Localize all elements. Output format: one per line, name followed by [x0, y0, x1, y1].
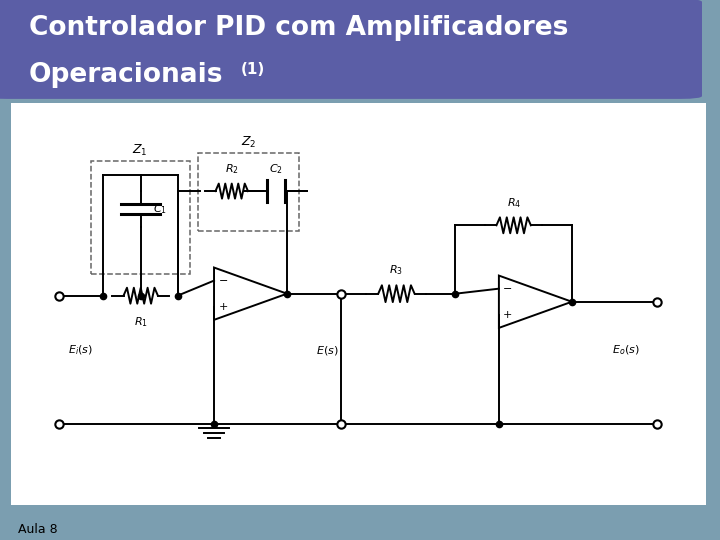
Text: Operacionais: Operacionais	[29, 62, 223, 88]
Text: +: +	[503, 310, 513, 320]
Text: $R_4$: $R_4$	[507, 196, 521, 210]
Text: (1): (1)	[241, 63, 266, 77]
Text: $E_o(s)$: $E_o(s)$	[612, 343, 639, 357]
Text: $C_2$: $C_2$	[269, 162, 283, 176]
Bar	[199, 153, 299, 231]
FancyBboxPatch shape	[0, 92, 720, 515]
FancyBboxPatch shape	[0, 0, 702, 99]
Text: +: +	[218, 302, 228, 312]
Text: −: −	[218, 275, 228, 286]
Text: $C_1$: $C_1$	[153, 202, 167, 216]
Text: $Z_2$: $Z_2$	[241, 136, 257, 150]
Text: $R_1$: $R_1$	[134, 315, 148, 329]
Bar	[91, 161, 190, 274]
Text: $Z_1$: $Z_1$	[132, 143, 147, 158]
Text: −: −	[503, 284, 513, 294]
Text: $R_2$: $R_2$	[225, 162, 239, 176]
Text: $E_i(s)$: $E_i(s)$	[68, 343, 93, 357]
Text: $E(s)$: $E(s)$	[315, 343, 338, 356]
Text: Controlador PID com Amplificadores: Controlador PID com Amplificadores	[29, 15, 568, 41]
Text: $R_3$: $R_3$	[390, 264, 403, 277]
Text: Aula 8: Aula 8	[18, 523, 58, 536]
